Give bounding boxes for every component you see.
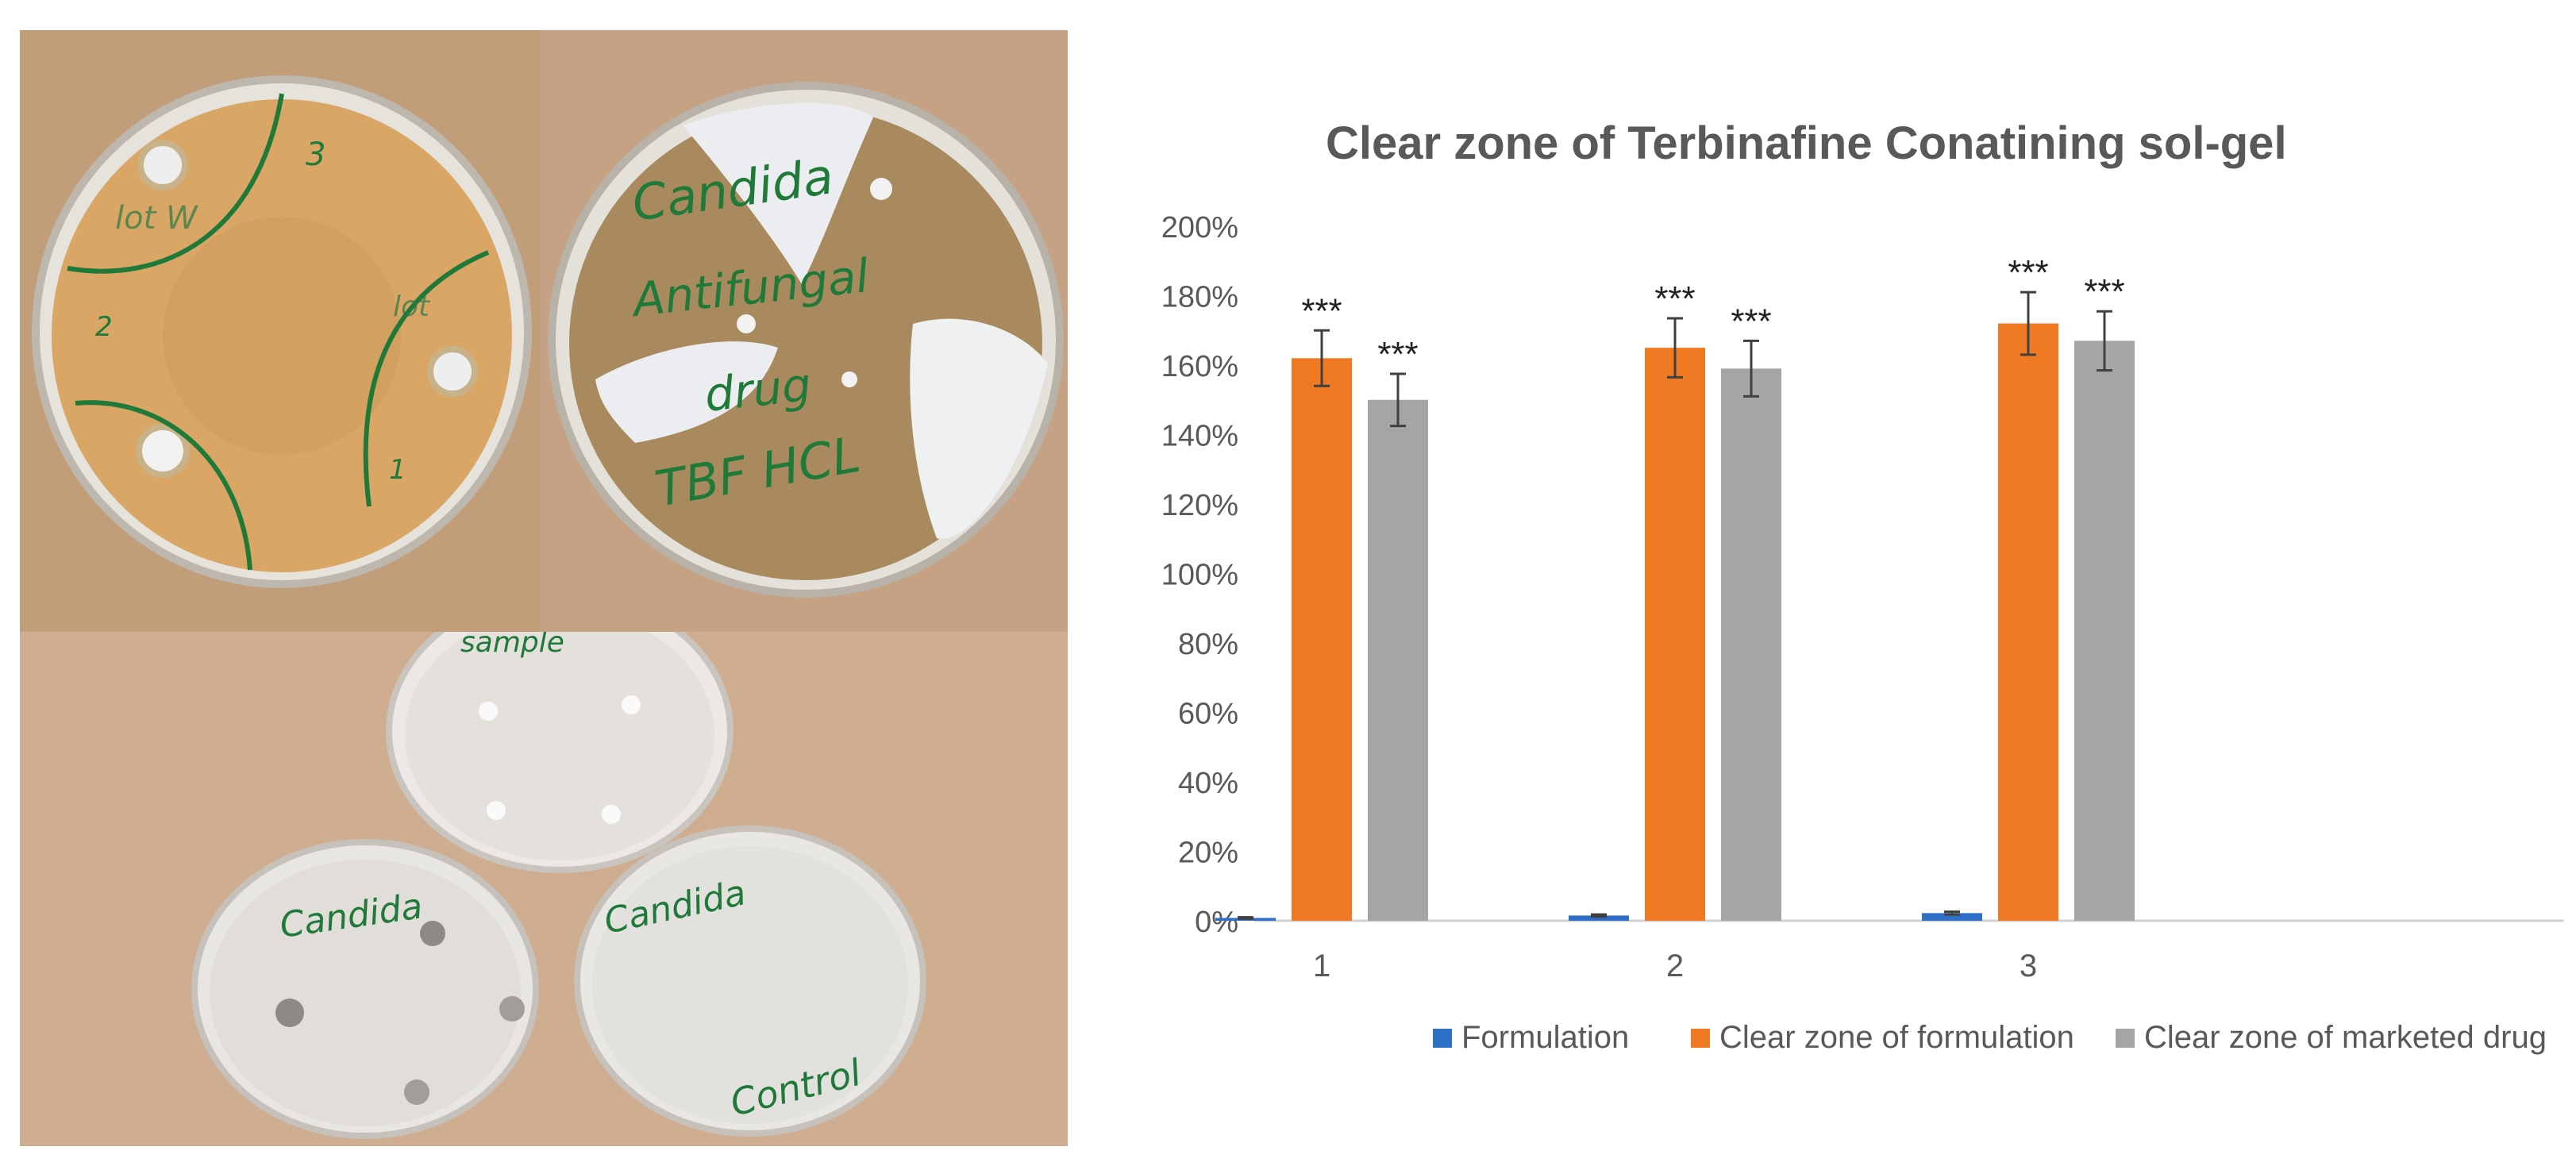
dish-label: drug [702,357,814,422]
y-tick-label: 140% [1161,420,1238,453]
dish-label: lot W [115,200,198,237]
significance-label: *** [1301,291,1342,330]
legend-label: Formulation [1461,1020,1629,1055]
legend-swatch [1433,1029,1452,1048]
significance-label: *** [1654,279,1695,318]
y-tick-label: 100% [1161,559,1238,592]
x-tick-label: 2 [1666,949,1684,983]
significance-label: *** [2008,253,2048,292]
y-tick-label: 0% [1195,906,1238,939]
dish-label: lot [393,291,431,323]
chart-canvas: Clear zone of Terbinafine Conatining sol… [1161,117,2564,1055]
bar-chart: Clear zone of Terbinafine Conatining sol… [1095,95,2576,1166]
y-tick-label: 120% [1161,489,1238,522]
significance-label: *** [1377,335,1418,374]
bar [1292,358,1352,921]
dish-label: 3 [306,137,325,173]
bar [1645,348,1705,921]
bar [1569,915,1629,921]
legend-label: Clear zone of marketed drug [2144,1020,2547,1055]
dish-label: 2 [95,311,113,343]
significance-label: *** [2084,272,2124,311]
x-tick-label: 1 [1313,949,1330,983]
y-tick-label: 20% [1178,837,1238,870]
y-tick-label: 180% [1161,281,1238,314]
bar [1721,368,1781,921]
significance-label: *** [1731,302,1771,341]
y-tick-label: 80% [1178,628,1238,661]
dish-label: 1 [389,454,406,486]
y-tick-label: 40% [1178,767,1238,800]
bar [1922,913,1982,921]
chart-title: Clear zone of Terbinafine Conatining sol… [1326,117,2287,169]
petri-dish-photo-top-left: 3 2 1 lot W lot [20,30,540,632]
y-axis-ticks: 0% 20% 40% 60% 80% 100% 120% 140% 160% 180% 200% [1161,211,1238,939]
bar [1368,399,1428,921]
x-tick-label: 3 [2020,949,2037,983]
bar [2074,341,2135,921]
dish-label: sample [460,632,564,659]
legend-swatch [1691,1029,1710,1048]
legend-swatch [2116,1029,2135,1048]
petri-dish-photo-top-right: Candida Antifungal drug TBF HCL [540,30,1068,632]
y-tick-label: 160% [1161,350,1238,383]
bars-group: *** *** *** *** *** *** [1215,253,2135,921]
legend-label: Clear zone of formulation [1719,1020,2074,1055]
y-tick-label: 200% [1161,211,1238,244]
legend: Formulation Clear zone of formulation Clea… [1433,1020,2547,1055]
bar [1998,323,2058,921]
petri-dish-photo-bottom: sample Candida Candida Control [20,632,1068,1146]
y-tick-label: 60% [1178,698,1238,731]
x-axis-ticks: 1 2 3 [1313,949,2037,983]
